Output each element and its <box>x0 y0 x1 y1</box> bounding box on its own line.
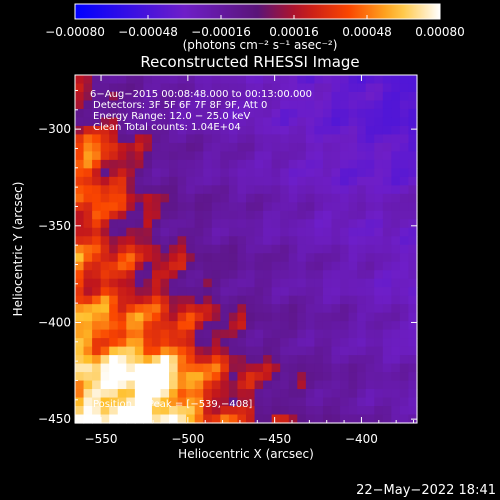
colorbar-gradient <box>75 4 440 19</box>
colorbar-tick-label: −0.00080 <box>45 25 105 39</box>
heatmap-image <box>75 75 418 424</box>
colorbar-unit-label: (photons cm⁻² s⁻¹ asec⁻²) <box>183 38 338 52</box>
colorbar-tick-label: −0.00016 <box>191 25 251 39</box>
colorbar-frame <box>74 3 441 20</box>
annotation-block: 6−Aug−2015 00:08:48.000 to 00:13:00.000 … <box>90 89 312 133</box>
colorbar: −0.00080 −0.00048 −0.00016 0.00016 0.00048 0.… <box>45 3 465 52</box>
y-tick-label: −300 <box>38 122 71 136</box>
y-tick-label: −450 <box>38 412 71 426</box>
annotation-clean-counts: Clean Total counts: 1.04E+04 <box>93 122 241 133</box>
chart-title: Reconstructed RHESSI Image <box>140 53 359 71</box>
plot-frame <box>74 74 418 424</box>
y-axis-ticks: −300 −350 −400 −450 <box>38 89 417 426</box>
x-axis-ticks: −550 −500 −450 −400 <box>83 75 415 446</box>
y-axis-label: Heliocentric Y (arcsec) <box>11 182 25 317</box>
colorbar-tick-label: 0.00048 <box>342 25 392 39</box>
colorbar-tick-label: −0.00048 <box>118 25 178 39</box>
colorbar-tick-label: 0.00016 <box>269 25 319 39</box>
annotation-energy-range: Energy Range: 12.0 − 25.0 keV <box>93 111 250 122</box>
x-axis-label: Heliocentric X (arcsec) <box>178 447 314 461</box>
y-tick-label: −400 <box>38 315 71 329</box>
colorbar-tick-label: 0.00080 <box>415 25 465 39</box>
x-tick-label: −550 <box>85 432 118 446</box>
y-tick-label: −350 <box>38 219 71 233</box>
annotation-detectors: Detectors: 3F 5F 6F 7F 8F 9F, Att 0 <box>93 100 267 111</box>
colorbar-ticks: −0.00080 −0.00048 −0.00016 0.00016 0.00048 0.… <box>45 15 465 39</box>
x-tick-label: −400 <box>345 432 378 446</box>
footer-date: 22−May−2022 18:41 <box>356 483 496 498</box>
x-tick-label: −450 <box>258 432 291 446</box>
annotation-time-range: 6−Aug−2015 00:08:48.000 to 00:13:00.000 <box>90 89 312 100</box>
peak-position-label: Position of Peak = [−539,−408] <box>93 399 252 410</box>
x-tick-label: −500 <box>171 432 204 446</box>
